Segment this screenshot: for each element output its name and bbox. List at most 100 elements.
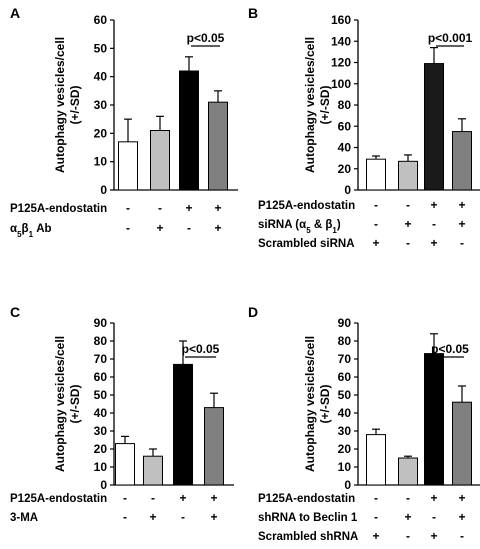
condition-sign: + — [372, 529, 379, 543]
y-axis-label: (+/-SD) — [318, 384, 332, 423]
y-tick-label: 60 — [94, 370, 108, 384]
condition-sign: + — [458, 510, 465, 524]
bar — [398, 457, 418, 486]
condition-sign: + — [210, 510, 217, 524]
y-axis-label: (+/-SD) — [318, 85, 332, 124]
y-tick-label: 0 — [344, 478, 351, 492]
condition-sign: - — [181, 510, 185, 524]
condition-label: Scrambled siRNA — [258, 238, 355, 250]
condition-sign: + — [430, 491, 437, 505]
y-tick-label: 30 — [338, 424, 352, 438]
condition-sign: - — [123, 491, 127, 505]
y-axis-label: (+/-SD) — [68, 85, 82, 124]
condition-sign: - — [126, 201, 130, 215]
condition-label: Scrambled shRNA — [258, 531, 358, 543]
y-tick-label: 20 — [94, 442, 108, 456]
condition-sign: + — [372, 236, 379, 250]
p-value-label: p<0.05 — [431, 342, 469, 356]
bar — [452, 401, 472, 486]
condition-sign: + — [156, 221, 163, 235]
condition-sign: - — [374, 198, 378, 212]
bar — [424, 353, 444, 486]
condition-sign: + — [458, 491, 465, 505]
condition-label: P125A-endostatin — [258, 200, 355, 212]
chart-panel-b: B 0 20 40 60 80 100 120 140 160 Autophagy vesicles… — [248, 5, 480, 250]
y-tick-label: 40 — [94, 406, 108, 420]
chart-panel-a: A 0 10 20 30 40 50 60 Autophagy vesicles/cell (+/… — [10, 5, 238, 239]
condition-sign: + — [214, 201, 221, 215]
p-value-label: p<0.001 — [428, 31, 473, 45]
y-tick-label: 40 — [338, 141, 352, 155]
condition-sign: - — [158, 201, 162, 215]
y-tick-label: 80 — [94, 334, 108, 348]
y-tick-label: 30 — [94, 98, 108, 112]
condition-sign: - — [432, 510, 436, 524]
y-tick-label: 70 — [338, 352, 352, 366]
y-tick-label: 60 — [338, 370, 352, 384]
y-tick-label: 80 — [338, 98, 352, 112]
y-axis-label: Autophagy vesicles/cell — [303, 37, 317, 173]
y-tick-label: 0 — [100, 183, 107, 197]
condition-sign: - — [460, 236, 464, 250]
condition-sign: + — [149, 510, 156, 524]
bar — [173, 363, 193, 486]
y-tick-label: 10 — [338, 460, 352, 474]
condition-sign: - — [406, 491, 410, 505]
condition-label: 3-MA — [10, 512, 38, 524]
y-tick-label: 10 — [94, 460, 108, 474]
condition-sign: - — [374, 491, 378, 505]
y-tick-label: 80 — [338, 334, 352, 348]
condition-sign: - — [123, 510, 127, 524]
bar — [179, 70, 199, 191]
condition-label: P125A-endostatin — [10, 203, 107, 215]
condition-sign: + — [458, 198, 465, 212]
y-tick-label: 90 — [338, 316, 352, 330]
condition-sign: - — [126, 221, 130, 235]
condition-sign: + — [404, 510, 411, 524]
p-value-label: p<0.05 — [182, 342, 220, 356]
y-tick-label: 40 — [338, 406, 352, 420]
bar — [204, 407, 224, 486]
condition-sign: + — [430, 529, 437, 543]
y-axis-label: Autophagy vesicles/cell — [53, 336, 67, 472]
y-tick-label: 90 — [94, 316, 108, 330]
y-axis-label: Autophagy vesicles/cell — [303, 336, 317, 472]
y-tick-label: 20 — [94, 126, 108, 140]
y-tick-label: 160 — [331, 13, 351, 27]
y-tick-label: 30 — [94, 424, 108, 438]
y-tick-label: 20 — [338, 162, 352, 176]
condition-sign: - — [374, 217, 378, 231]
y-tick-label: 50 — [94, 41, 108, 55]
y-tick-label: 70 — [94, 352, 108, 366]
bar — [366, 434, 386, 486]
bar — [143, 455, 163, 486]
p-value-label: p<0.05 — [187, 31, 225, 45]
bar — [208, 101, 228, 191]
condition-label: P125A-endostatin — [258, 493, 355, 505]
condition-sign: - — [406, 236, 410, 250]
bar — [452, 131, 472, 191]
condition-sign: + — [210, 491, 217, 505]
condition-label: P125A-endostatin — [10, 493, 107, 505]
panel-letter: C — [10, 304, 20, 320]
bar — [118, 141, 138, 191]
condition-sign: + — [185, 201, 192, 215]
condition-sign: - — [374, 510, 378, 524]
y-tick-label: 0 — [344, 183, 351, 197]
y-axis-label: Autophagy vesicles/cell — [53, 37, 67, 173]
y-tick-label: 60 — [94, 13, 108, 27]
bar — [150, 130, 170, 191]
y-tick-label: 50 — [338, 388, 352, 402]
condition-label: siRNA (α5 & β1) — [258, 219, 341, 235]
y-tick-label: 140 — [331, 34, 351, 48]
y-tick-label: 50 — [94, 388, 108, 402]
condition-sign: + — [179, 491, 186, 505]
condition-sign: - — [432, 217, 436, 231]
bar — [424, 63, 444, 191]
condition-label: α5β1 Ab — [10, 223, 52, 239]
y-axis-label: (+/-SD) — [68, 384, 82, 423]
bar — [115, 443, 135, 486]
panel-letter: A — [10, 5, 20, 21]
chart-panel-c: C 0 10 20 30 40 50 60 70 80 90 Autophagy vesicles/c… — [10, 304, 234, 524]
